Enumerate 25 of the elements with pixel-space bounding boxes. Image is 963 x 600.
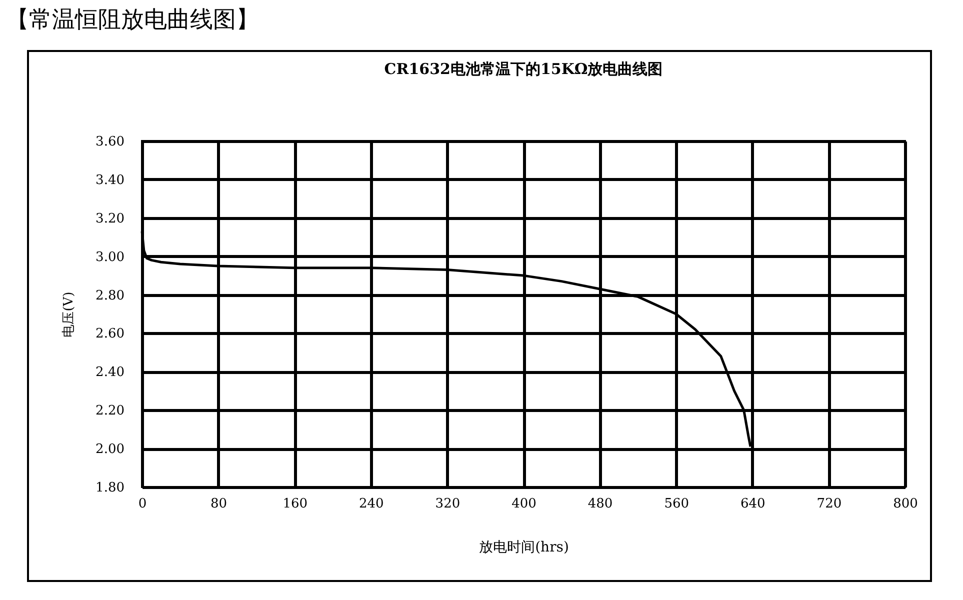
x-tick-label: 560 bbox=[664, 496, 690, 512]
y-tick-label: 3.40 bbox=[96, 172, 124, 188]
y-tick-label: 2.20 bbox=[96, 404, 124, 419]
x-tick-label: 240 bbox=[358, 496, 384, 512]
y-tick-label: 2.00 bbox=[96, 442, 124, 458]
x-tick-label: 320 bbox=[435, 496, 460, 512]
y-tick-label: 3.20 bbox=[96, 211, 124, 226]
x-tick-label: 0 bbox=[138, 496, 147, 512]
x-tick-label: 480 bbox=[588, 496, 613, 512]
x-tick-label: 640 bbox=[740, 496, 766, 512]
y-tick-label: 1.80 bbox=[96, 480, 124, 496]
y-axis-title: 电压(V) bbox=[62, 292, 77, 338]
y-tick-label: 2.80 bbox=[96, 288, 124, 304]
y-tick-label: 3.00 bbox=[96, 250, 124, 265]
y-tick-label: 3.60 bbox=[96, 134, 124, 150]
chart-title: 【常温恒阻放电曲线图】 bbox=[6, 6, 259, 35]
y-tick-label: 2.60 bbox=[96, 326, 124, 342]
x-tick-label: 400 bbox=[512, 496, 536, 512]
chart-subtitle: CR1632电池常温下的15KΩ放电曲线图 bbox=[384, 60, 663, 78]
x-tick-label: 720 bbox=[816, 496, 842, 512]
x-tick-label: 800 bbox=[893, 496, 918, 512]
x-tick-label: 80 bbox=[210, 496, 228, 512]
x-axis-title: 放电时间(hrs) bbox=[479, 540, 569, 556]
y-tick-label: 2.40 bbox=[96, 365, 124, 380]
x-tick-label: 160 bbox=[282, 496, 308, 512]
